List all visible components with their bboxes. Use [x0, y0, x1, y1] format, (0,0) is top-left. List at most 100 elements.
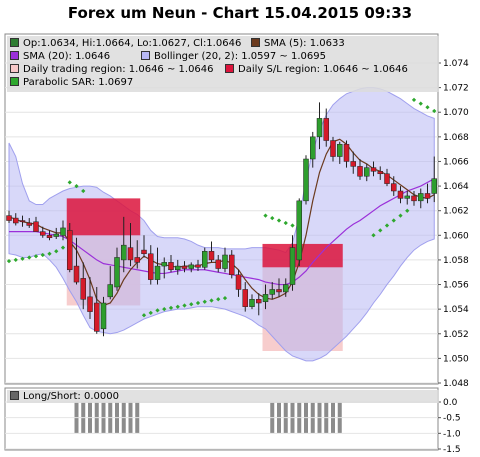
candle-body	[94, 302, 100, 332]
legend-sl-region: Daily S/L region: 1.0646 ~ 1.0646	[238, 64, 408, 75]
candle-body	[195, 264, 201, 268]
sar-dot	[168, 305, 174, 311]
legend-swatch-sma20	[10, 51, 19, 60]
sar-dot	[209, 298, 214, 303]
legend-row-1: Op:1.0634, Hi:1.0664, Lo:1.0627, Cl:1.06…	[10, 38, 241, 50]
candle-body	[46, 235, 53, 239]
candle-body	[148, 253, 154, 280]
sma5-line	[8, 138, 435, 307]
sar-dot	[74, 183, 79, 189]
y-tick-label: 1.048	[443, 379, 469, 389]
legend-row-2: SMA (20): 1.0646	[10, 51, 110, 63]
legend-ohlc: Op:1.0634, Hi:1.0664, Lo:1.0627, Cl:1.06…	[23, 38, 242, 49]
candle-body	[114, 257, 120, 288]
y-tick-label: 1.056	[443, 281, 469, 291]
sar-dot	[202, 299, 207, 304]
legend-row-2b: Bollinger (20, 2): 1.0597 ~ 1.0695	[141, 51, 326, 63]
candle-body	[431, 178, 437, 194]
candle-body	[67, 230, 73, 271]
legend-longshort: Long/Short: 0.0000	[23, 391, 119, 402]
main-legend: Op:1.0634, Hi:1.0664, Lo:1.0627, Cl:1.06…	[7, 36, 439, 92]
legend-row-1b: SMA (5): 1.0633	[251, 38, 345, 50]
sar-dot	[54, 249, 59, 254]
candle-body	[283, 284, 289, 293]
sar-dot	[398, 213, 403, 218]
y-tick-label: 1.074	[443, 59, 469, 69]
sar-dot	[222, 295, 228, 301]
ls-y-tick-label: -1.5	[443, 445, 461, 455]
candle-body	[289, 247, 296, 285]
candle-body	[141, 249, 147, 255]
candle-body	[357, 166, 363, 177]
candle-body	[222, 254, 228, 269]
candle-body	[100, 302, 107, 330]
candle-body	[235, 274, 242, 290]
y-tick-label: 1.068	[443, 133, 469, 143]
sar-dot	[148, 310, 153, 315]
candle-body	[208, 251, 215, 261]
bollinger-band	[8, 87, 435, 362]
candle-body	[80, 278, 86, 300]
candle-body	[364, 167, 370, 177]
legend-swatch-sar	[10, 77, 19, 86]
legend-sma20: SMA (20): 1.0646	[23, 51, 111, 62]
candle-body	[330, 140, 336, 157]
candle-body	[256, 299, 262, 304]
sar-dot	[216, 297, 221, 302]
legend-swatch-sl-region	[225, 64, 234, 73]
legend-swatch-bollinger	[141, 51, 150, 60]
legend-row-3: Daily trading region: 1.0646 ~ 1.0646	[10, 64, 214, 76]
legend-row-3b: Daily S/L region: 1.0646 ~ 1.0646	[225, 64, 408, 76]
sar-dot	[405, 208, 410, 213]
candle-body	[269, 289, 275, 295]
candle-body	[188, 264, 194, 269]
sar-dot	[270, 215, 275, 221]
legend-row-4: Parabolic SAR: 1.0697	[10, 77, 133, 89]
sar-dot	[141, 313, 147, 318]
candle-body	[337, 143, 343, 157]
legend-swatch-longshort	[10, 391, 19, 400]
candle-body	[391, 183, 397, 192]
ls-legend: Long/Short: 0.0000	[7, 390, 439, 403]
y-tick-label: 1.062	[443, 207, 469, 217]
sar-dot	[60, 245, 66, 250]
candle-body	[411, 195, 417, 202]
y-tick-label: 1.052	[443, 330, 469, 340]
daily-sl-region	[262, 243, 343, 268]
legend-swatch-trading-region	[10, 64, 19, 73]
candle-body	[19, 220, 26, 223]
candle-body	[121, 244, 127, 261]
candle-body	[424, 193, 431, 199]
candle-body	[310, 136, 316, 160]
sar-dot	[155, 308, 160, 313]
candle-body	[107, 284, 113, 298]
sar-dot	[81, 188, 86, 194]
candle-body	[134, 257, 140, 263]
sar-dot	[175, 304, 180, 309]
sar-dot	[189, 302, 194, 307]
candle-body	[40, 231, 46, 236]
y-tick-label: 1.066	[443, 157, 469, 167]
y-tick-label: 1.050	[443, 354, 469, 364]
candle-body	[343, 143, 350, 162]
candle-body	[87, 296, 93, 312]
candle-body	[127, 247, 134, 261]
candle-body	[377, 171, 383, 175]
candle-body	[175, 265, 181, 271]
candle-body	[73, 265, 80, 283]
sar-dot	[263, 213, 268, 218]
candle-body	[154, 265, 161, 280]
candle-body	[323, 118, 329, 141]
ls-y-tick-label: -0.5	[443, 414, 461, 424]
chart-title: Forex um Neun - Chart 15.04.2015 09:33	[67, 4, 413, 22]
candle-body	[33, 221, 39, 232]
y-tick-label: 1.058	[443, 256, 469, 266]
candle-body	[13, 217, 19, 224]
sar-dot	[384, 223, 390, 228]
sar-dot	[371, 233, 376, 238]
sar-dot	[67, 180, 72, 185]
candle-body	[303, 158, 309, 202]
ls-y-tick-label: -1.0	[443, 429, 461, 439]
ls-legend-row: Long/Short: 0.0000	[10, 391, 119, 403]
